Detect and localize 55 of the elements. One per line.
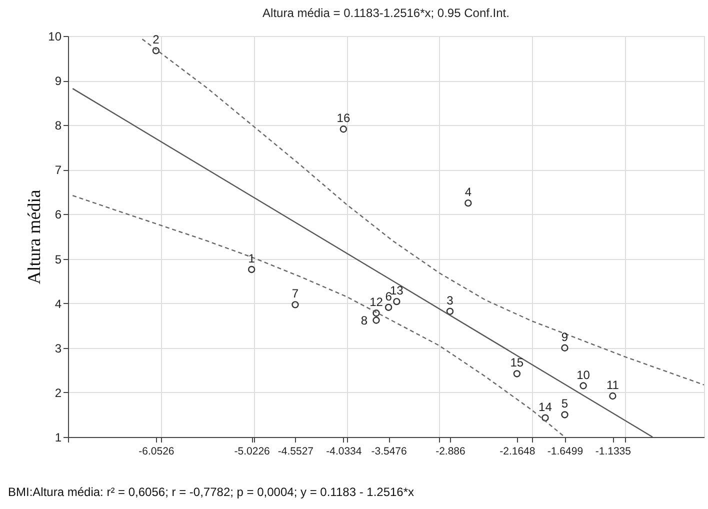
point (292, 301, 299, 308)
y-tick-label: 5 (54, 252, 62, 266)
point (561, 344, 568, 352)
annotation: 13 (390, 284, 404, 298)
y-axis-title: Altura média (24, 190, 44, 284)
annotation: 11 (606, 378, 620, 392)
annotation: 12 (370, 295, 384, 310)
point (513, 370, 521, 378)
annotation: 1 (248, 251, 256, 266)
point (561, 411, 568, 418)
point (393, 298, 400, 306)
annotation: 16 (336, 111, 350, 126)
x-tick-label: -6.0526 (138, 446, 174, 458)
annotation: 9 (561, 330, 568, 344)
annotation: 3 (446, 293, 454, 308)
y-tick-label: 8 (54, 118, 62, 133)
point (580, 382, 587, 390)
x-tick-label: -3.5476 (371, 446, 408, 458)
x-tick-label: -4.0334 (326, 446, 362, 458)
point (372, 316, 380, 324)
x-tick-label: -1.6499 (547, 446, 584, 458)
text: BMI:Altura média: r² = 0,6056; r = -0,7782; p = 0,0004; y = 0.1183 - 1.2516*x (8, 485, 414, 499)
y-tick-label: 6 (54, 208, 62, 222)
y-tick-label: 4 (54, 296, 62, 311)
annotation: 7 (292, 286, 299, 301)
y-tick-label: 7 (54, 163, 62, 178)
y-tick-label: 3 (54, 341, 62, 356)
annotation: 6 (385, 289, 392, 304)
line-series (72, 194, 566, 437)
annotation: 8 (360, 313, 368, 328)
x-tick-label: -2.886 (436, 446, 466, 458)
point (446, 308, 454, 315)
point (152, 47, 160, 54)
annotation: 5 (561, 396, 568, 411)
annotation: 15 (510, 356, 524, 370)
annotation: 2 (152, 32, 160, 47)
x-tick-label: -5.0226 (234, 446, 270, 458)
point (609, 392, 616, 400)
point (464, 199, 472, 207)
chart-title: Altura média = 0.1183-1.2516*x; 0.95 Conf.Int. (262, 6, 510, 20)
annotation: 4 (464, 185, 472, 200)
x-tick-label: -1.1335 (595, 446, 632, 458)
point (372, 310, 380, 317)
point (384, 304, 392, 311)
point (248, 266, 256, 274)
point (340, 126, 348, 133)
annotation: 14 (538, 400, 552, 414)
x-tick-label: -4.5527 (278, 446, 314, 458)
x-tick-label: -2.1648 (500, 446, 536, 458)
y-tick-label: 2 (54, 386, 62, 400)
annotation: 10 (576, 368, 590, 382)
y-tick-label: 9 (54, 74, 62, 88)
y-tick-label: 10 (48, 30, 62, 44)
y-tick-label: 1 (54, 430, 62, 444)
point (542, 414, 549, 422)
